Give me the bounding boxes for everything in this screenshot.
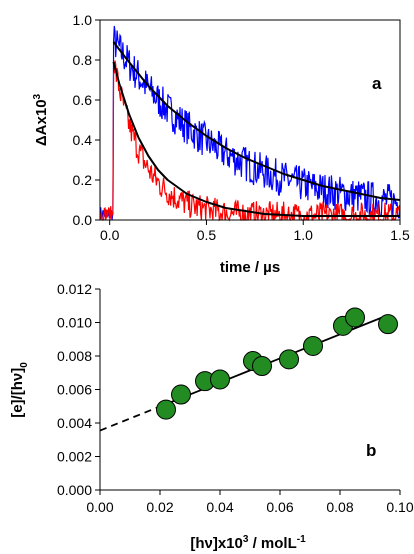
panel-a: 0.0 0.5 1.0 1.5 0.0 0.2 0.4 0.6 0.8 1.0 a time /… [32,12,410,276]
panel-b-x-tick-label: 0.06 [266,499,293,515]
panel-b-x-label-sup2: -1 [297,534,306,545]
panel-b-y-ticks: 0.000 0.002 0.004 0.006 0.008 0.010 0.012 [57,281,100,498]
panel-a-x-tick-label: 1.5 [390,227,410,243]
panel-a-y-tick-label: 0.8 [73,52,93,68]
panel-a-y-tick-label: 0.2 [73,172,93,188]
panel-b: 0.00 0.02 0.04 0.06 0.08 0.10 0.000 0.002 0.004… [9,281,414,552]
panel-b-x-label-tail: / molL [248,535,296,552]
panel-b-y-axis-label: [e]/[hν]0 [9,362,30,418]
panel-b-data-point [210,369,230,390]
panel-a-trace-0 [99,25,401,221]
panel-a-y-axis-label: ΔAx103 [32,93,50,146]
panel-b-y-tick-label: 0.012 [57,281,92,297]
panel-a-y-label-sup: 3 [32,93,43,99]
panel-a-x-tick-label: 0.0 [100,227,120,243]
panel-b-data-point [156,399,176,420]
panel-b-y-tick-label: 0.008 [57,348,92,364]
panel-b-x-label-main: [hν]x10 [190,535,243,552]
panel-a-fit-line-2 [112,41,401,201]
panel-a-label: a [372,74,382,93]
panel-b-label: b [366,441,376,460]
panel-b-data-point [279,349,299,370]
panel-b-data-point [171,384,191,405]
panel-b-data-point [252,356,272,377]
panel-a-x-axis-label: time / µs [220,259,280,276]
panel-a-plot-area [99,25,401,222]
panel-b-x-ticks: 0.00 0.02 0.04 0.06 0.08 0.10 [86,490,414,515]
panel-a-y-tick-label: 0.0 [73,212,93,228]
panel-b-y-tick-label: 0.010 [57,315,92,331]
panel-b-x-tick-label: 0.08 [326,499,353,515]
panel-b-x-label-sup: 3 [243,534,249,545]
panel-b-plot-area [99,307,398,432]
panel-b-y-label-main: [e]/[hν] [9,368,26,418]
panel-a-x-tick-label: 1.0 [293,227,313,243]
panel-b-x-tick-label: 0.10 [386,499,413,515]
panel-b-y-tick-label: 0.002 [57,449,92,465]
panel-b-data-point [378,314,398,335]
panel-b-fit-line [165,314,389,405]
panel-a-y-tick-label: 1.0 [73,12,93,28]
panel-a-x-tick-label: 0.5 [197,227,217,243]
panel-b-x-tick-label: 0.02 [146,499,173,515]
panel-a-y-tick-label: 0.6 [73,92,93,108]
panel-a-x-ticks: 0.0 0.5 1.0 1.5 [100,220,410,243]
panel-b-y-label-sub: 0 [19,362,30,368]
panel-a-frame [99,19,401,221]
panel-b-x-axis-label: [hν]x103 / molL-1 [190,534,306,552]
panel-b-y-tick-label: 0.004 [57,415,92,431]
panel-a-y-ticks: 0.0 0.2 0.4 0.6 0.8 1.0 [73,12,100,228]
panel-a-y-tick-label: 0.4 [73,132,93,148]
panel-b-y-tick-label: 0.000 [57,482,92,498]
panel-b-data-point [345,307,365,328]
panel-b-x-tick-label: 0.00 [86,499,113,515]
panel-b-fit-extrapolation [99,403,167,432]
panel-a-y-label-main: ΔAx10 [33,99,50,146]
panel-b-data-point [303,335,323,356]
panel-b-y-tick-label: 0.006 [57,382,92,398]
panel-b-x-tick-label: 0.04 [206,499,233,515]
panel-a-fit-line-3 [112,61,400,217]
